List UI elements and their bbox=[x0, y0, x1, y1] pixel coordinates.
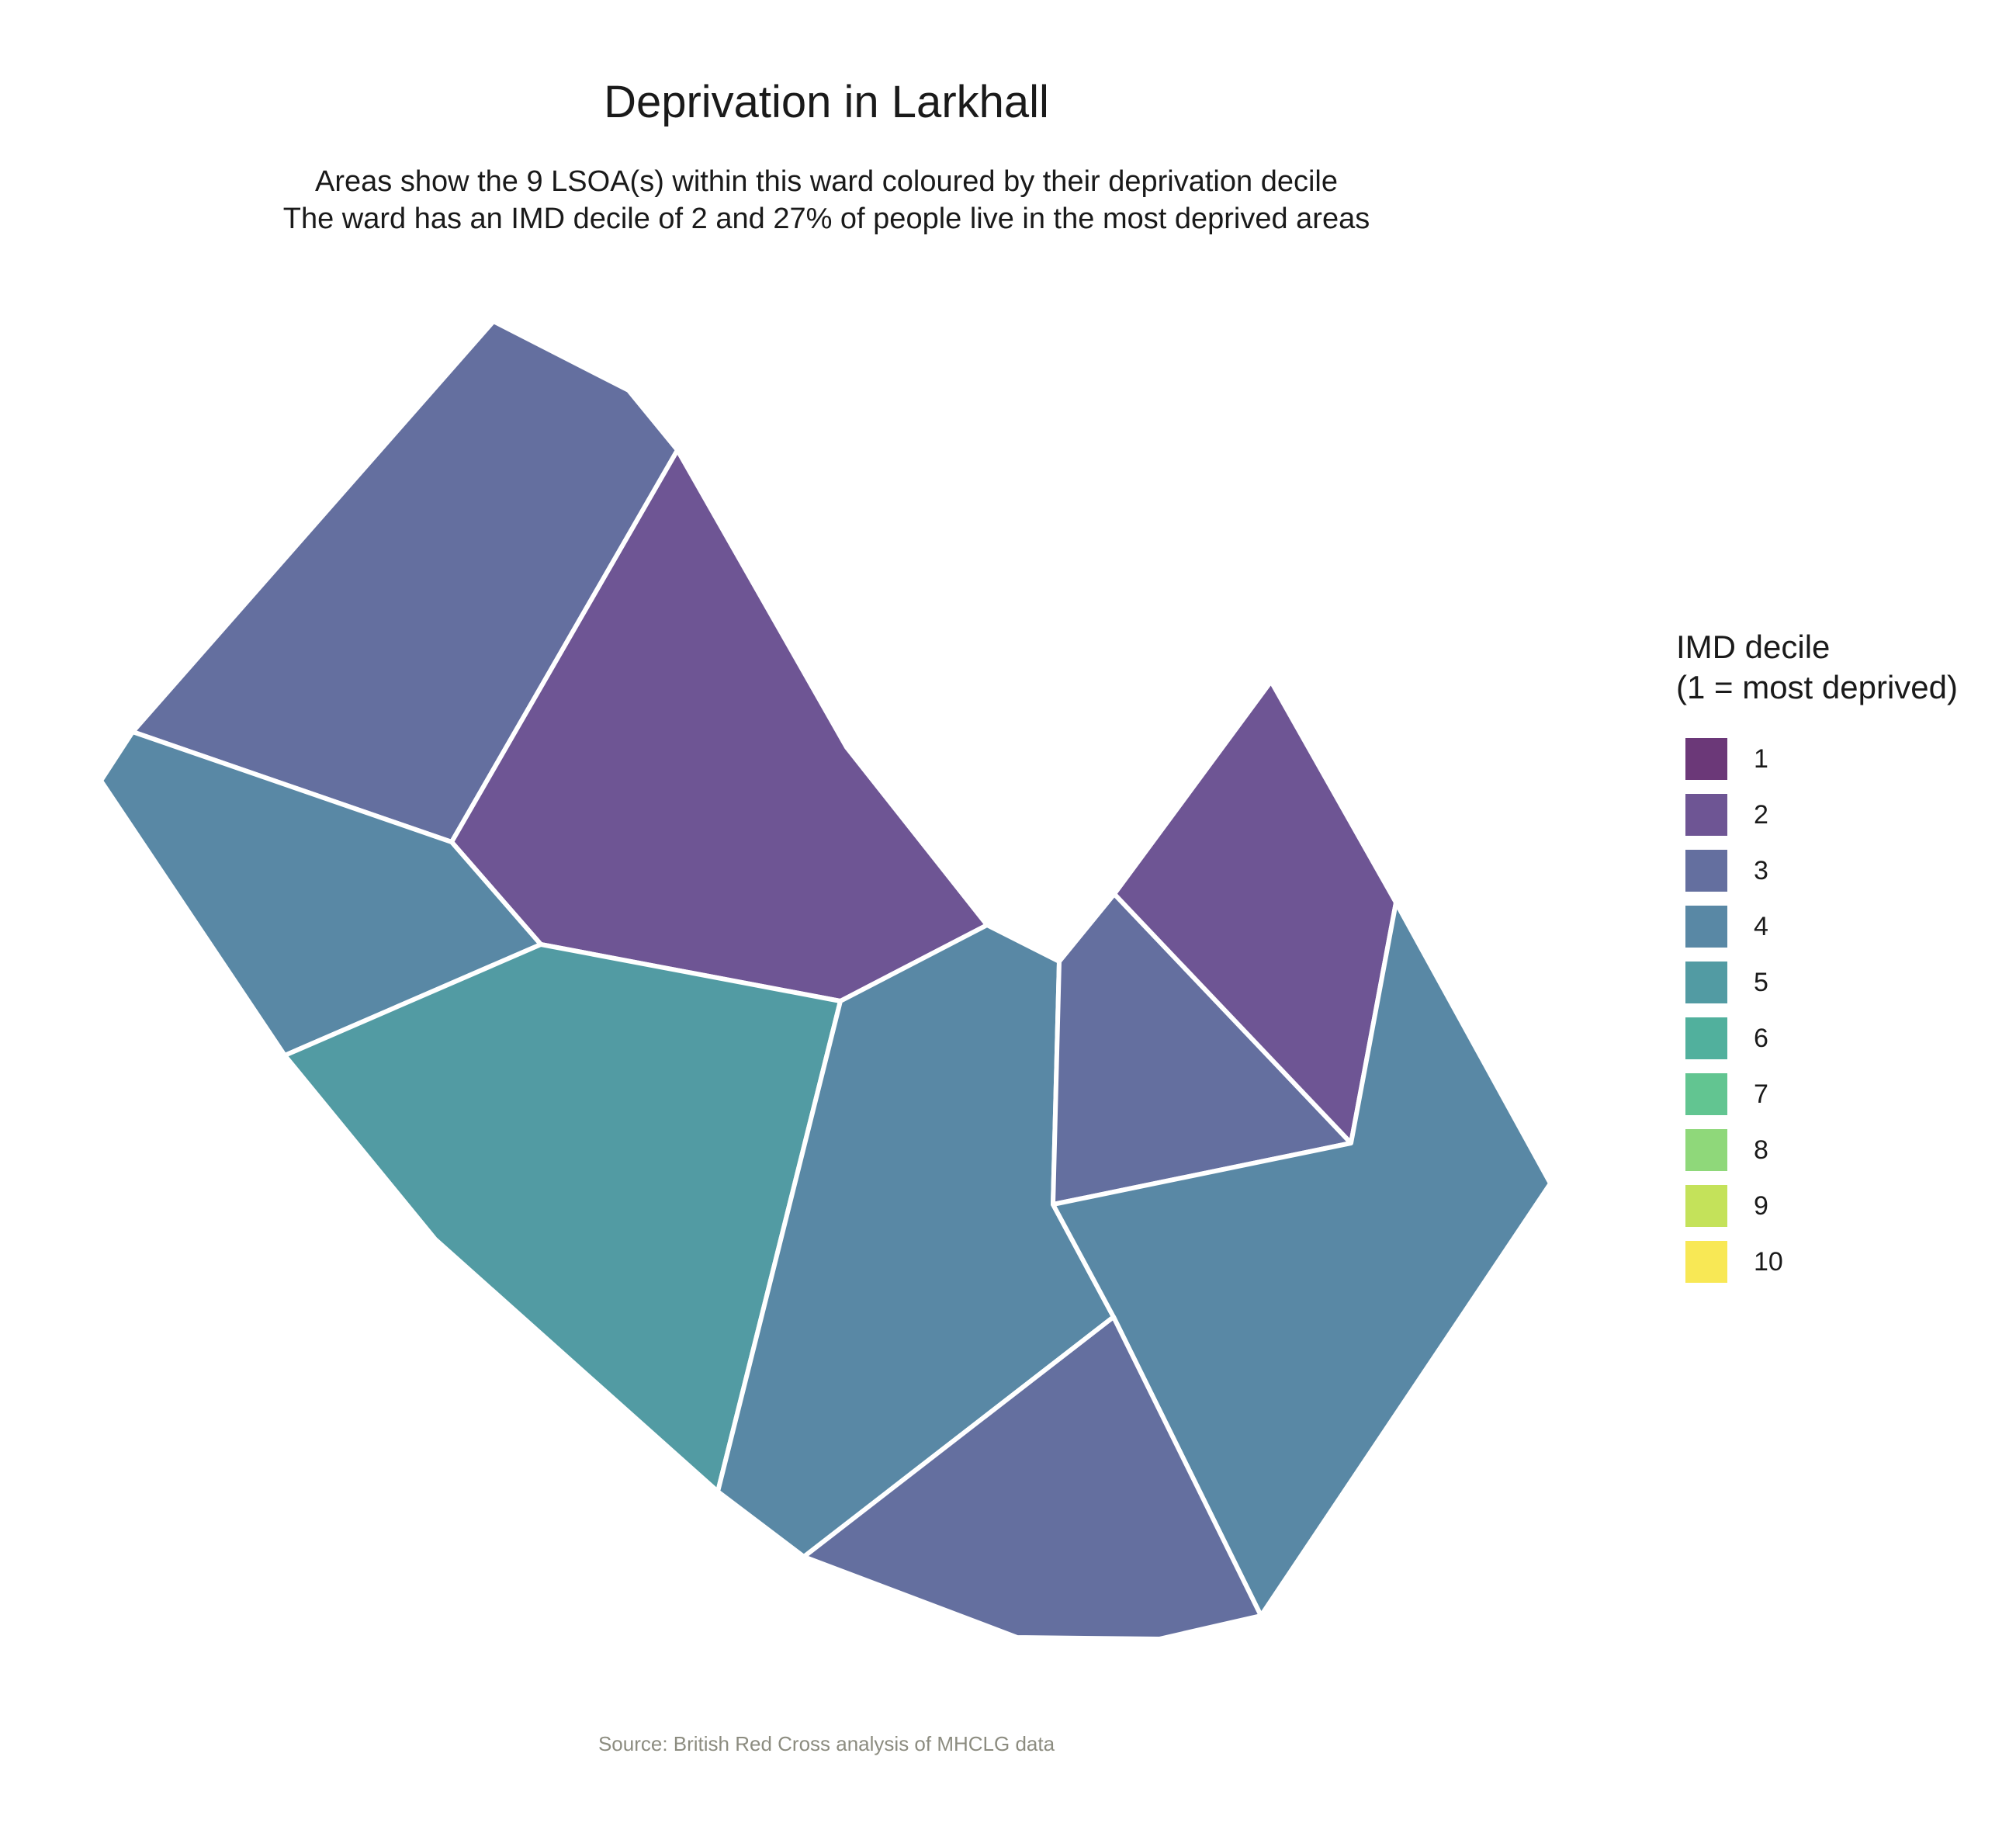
legend-swatch bbox=[1685, 1129, 1727, 1171]
legend-label: 7 bbox=[1754, 1079, 1768, 1109]
legend-item-1: 1 bbox=[1676, 731, 1958, 787]
legend-item-6: 6 bbox=[1676, 1010, 1958, 1066]
legend-title-line-1: IMD decile bbox=[1676, 629, 1831, 665]
legend-items: 1 2 3 4 5 6 7 8 9 10 bbox=[1676, 731, 1958, 1290]
legend-item-5: 5 bbox=[1676, 955, 1958, 1010]
legend-label: 9 bbox=[1754, 1190, 1768, 1221]
legend-label: 2 bbox=[1754, 799, 1768, 830]
legend-item-3: 3 bbox=[1676, 843, 1958, 899]
legend-label: 6 bbox=[1754, 1023, 1768, 1053]
legend-item-4: 4 bbox=[1676, 899, 1958, 955]
legend-item-8: 8 bbox=[1676, 1122, 1958, 1178]
source-caption: Source: British Red Cross analysis of MH… bbox=[598, 1732, 1055, 1755]
legend-item-2: 2 bbox=[1676, 787, 1958, 843]
legend-label: 1 bbox=[1754, 743, 1768, 774]
legend-swatch bbox=[1685, 1241, 1727, 1283]
legend-item-9: 9 bbox=[1676, 1178, 1958, 1234]
legend-swatch bbox=[1685, 962, 1727, 1003]
legend-label: 10 bbox=[1754, 1246, 1783, 1277]
map-subtitle: Areas show the 9 LSOA(s) within this war… bbox=[0, 163, 1653, 237]
subtitle-line-1: Areas show the 9 LSOA(s) within this war… bbox=[315, 165, 1338, 198]
legend-label: 4 bbox=[1754, 911, 1768, 941]
legend-swatch bbox=[1685, 1017, 1727, 1059]
lsoa-south[interactable] bbox=[802, 1315, 1263, 1641]
legend-swatch bbox=[1685, 738, 1727, 780]
legend-swatch bbox=[1685, 1185, 1727, 1227]
legend-title-line-2: (1 = most deprived) bbox=[1676, 669, 1958, 705]
legend-swatch bbox=[1685, 906, 1727, 948]
legend-swatch bbox=[1685, 794, 1727, 836]
subtitle-line-2: The ward has an IMD decile of 2 and 27% … bbox=[282, 203, 1370, 235]
legend-label: 8 bbox=[1754, 1135, 1768, 1165]
legend-label: 3 bbox=[1754, 855, 1768, 885]
legend-item-10: 10 bbox=[1676, 1234, 1958, 1290]
map-title: Deprivation in Larkhall bbox=[604, 77, 1049, 127]
legend: IMD decile (1 = most deprived) 1 2 3 4 5 6 7 8 9… bbox=[1676, 627, 1958, 1290]
legend-item-7: 7 bbox=[1676, 1066, 1958, 1122]
legend-swatch bbox=[1685, 1073, 1727, 1115]
legend-title: IMD decile (1 = most deprived) bbox=[1676, 627, 1958, 708]
legend-label: 5 bbox=[1754, 967, 1768, 997]
legend-swatch bbox=[1685, 850, 1727, 892]
